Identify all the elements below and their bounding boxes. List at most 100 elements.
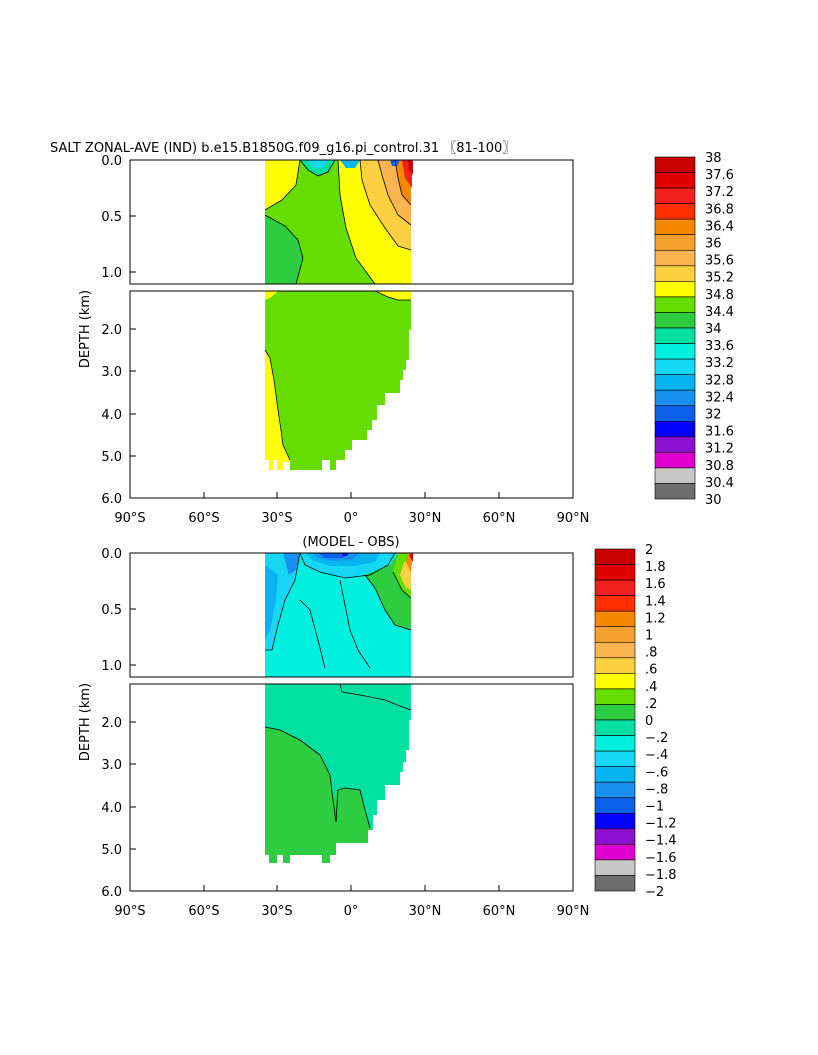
colorbar-label: 32.4 [705, 390, 734, 405]
contour-line [264, 214, 304, 285]
panel2-upper-frame [129, 552, 574, 678]
colorbar-swatch [654, 156, 696, 173]
colorbar-swatch [654, 281, 696, 298]
contour-line [394, 159, 412, 206]
panel2-y-ticks: 0.0 0.5 1.0 2.0 3.0 4.0 5.0 6.0 [101, 547, 136, 900]
contour-line [265, 552, 301, 651]
colorbar-label: −2 [645, 885, 664, 900]
x-tick-marks [129, 492, 574, 498]
colorbar-swatch [594, 735, 636, 752]
colorbar-label: 34.8 [705, 288, 734, 303]
y-tick-label: 0.5 [101, 210, 122, 225]
panel-top-salinity: DEPTH (km) 0.0 0.5 1.0 2.0 3.0 4.0 5.0 6… [78, 151, 734, 526]
contour-region [375, 291, 411, 300]
y-tick-label: 3.0 [101, 365, 122, 380]
panel1-x-ticks: 90°S 60°S 30°S 0° 30°N 60°N 90°N [114, 492, 589, 526]
panel2-x-ticks: 90°S 60°S 30°S 0° 30°N 60°N 90°N [114, 885, 589, 919]
colorbar-label: .6 [645, 663, 657, 678]
y-tick-label: 0.0 [101, 154, 122, 169]
x-tick-label: 30°S [261, 904, 292, 919]
x-tick-label: 60°N [483, 511, 516, 526]
colorbar-swatch [594, 704, 636, 721]
contour-line [299, 599, 326, 669]
colorbar-swatch [654, 452, 696, 469]
y-tick-label: 0.5 [101, 603, 122, 618]
colorbar-swatch [654, 343, 696, 360]
contour-line [264, 349, 291, 461]
colorbar-label: 38 [705, 151, 722, 166]
x-tick-label: 60°N [483, 904, 516, 919]
contour-region [390, 160, 400, 166]
colorbar-swatch [594, 610, 636, 628]
contour-line [359, 159, 412, 251]
panel2-lower-field [264, 683, 412, 863]
colorbar-salinity: 38 37.6 37.2 36.8 36.4 36 35.6 35.2 34.8 34.4 34 33… [654, 151, 734, 508]
colorbar-swatch [594, 595, 636, 612]
colorbar-swatch [594, 719, 636, 736]
colorbar-label: 37.6 [705, 168, 734, 183]
colorbar-label: −.4 [645, 748, 668, 763]
colorbar-swatch [594, 688, 636, 705]
colorbar-swatch [654, 327, 696, 344]
x-tick-label: 60°S [188, 511, 219, 526]
x-tick-label: 30°S [261, 511, 292, 526]
y-tick-label: 2.0 [101, 716, 122, 731]
colorbar-label: 1.8 [645, 560, 666, 575]
colorbar-label: −1 [645, 800, 664, 815]
colorbar-label: 35.6 [705, 254, 734, 269]
colorbar-swatch [594, 564, 636, 581]
colorbar-swatch [654, 234, 696, 251]
contour-region [265, 565, 278, 640]
contour-region [409, 553, 413, 562]
colorbar-swatch [594, 859, 636, 876]
x-tick-label: 0° [344, 511, 359, 526]
contour-region [283, 553, 300, 575]
contour-region [265, 291, 411, 470]
colorbar-label: 34 [705, 322, 722, 337]
panel-bottom-difference: (MODEL - OBS) [78, 535, 677, 919]
y-tick-label: 1.0 [101, 659, 122, 674]
colorbar-swatch [594, 844, 636, 861]
y-tick-label: 1.0 [101, 266, 122, 281]
colorbar-swatch [654, 467, 696, 484]
colorbar-label: 30.8 [705, 459, 734, 474]
colorbar-swatch [594, 750, 636, 767]
contour-region [265, 727, 373, 863]
y-tick-label: 4.0 [101, 408, 122, 423]
colorbar-swatch [594, 626, 636, 643]
contour-line [337, 159, 376, 285]
colorbar-label: .8 [645, 646, 657, 661]
colorbar-swatch [654, 296, 696, 313]
figure-title: SALT ZONAL-AVE (IND) b.e15.B1850G.f09_g1… [50, 141, 515, 156]
colorbar-label: −.2 [645, 731, 668, 746]
panel1-y-ticks: 0.0 0.5 1.0 2.0 3.0 4.0 5.0 6.0 [101, 154, 136, 507]
colorbar-label: 1.6 [645, 577, 666, 592]
contour-line [264, 159, 301, 211]
contour-region [400, 560, 411, 590]
y-axis-label: DEPTH (km) [78, 290, 93, 368]
y-tick-label: 6.0 [101, 492, 122, 507]
y-tick-label: 0.0 [101, 547, 122, 562]
y-axis-label: DEPTH (km) [78, 683, 93, 761]
colorbar-label: .4 [645, 680, 657, 695]
contour-line [377, 159, 412, 226]
x-tick-label: 60°S [188, 904, 219, 919]
colorbar-swatch [654, 405, 696, 422]
x-tick-label: 0° [344, 904, 359, 919]
colorbar-swatch [654, 374, 696, 391]
colorbar-label: 1.4 [645, 594, 666, 609]
y-tick-marks [130, 159, 136, 499]
colorbar-label: 30 [705, 493, 722, 508]
contour-region [340, 160, 360, 168]
colorbar-swatch [594, 657, 636, 674]
colorbar-label: 1 [645, 629, 653, 644]
colorbar-label: 0 [645, 714, 653, 729]
colorbar-swatch [654, 389, 696, 407]
colorbar-difference: 21.81.61.41.21.8.6.4.20−.2−.4−.6−.8−1−1.… [594, 543, 677, 900]
colorbar-swatch [594, 797, 636, 814]
colorbar-swatch [594, 673, 636, 690]
colorbar-swatch [654, 358, 696, 375]
colorbar-label: 33.6 [705, 339, 734, 354]
colorbar-swatch [594, 875, 636, 892]
colorbar-swatch [594, 781, 636, 799]
